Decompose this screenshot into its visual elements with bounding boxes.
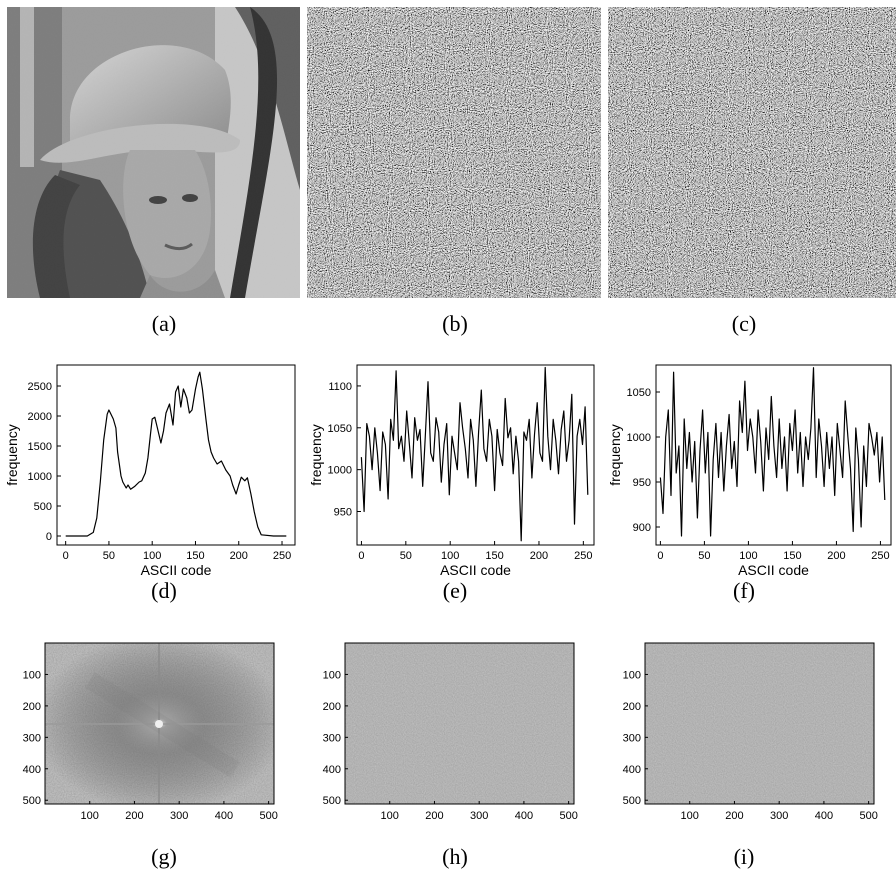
y-tick-label: 0 bbox=[46, 531, 52, 543]
captions: (a) (b) (c) (d) (e) (f) (g) (h) (i) bbox=[151, 311, 756, 869]
y-tick-label: 400 bbox=[623, 764, 641, 776]
x-tick-label: 150 bbox=[485, 550, 503, 562]
spectrum-heatmap-h: 100 200 300 400 500 100 200 300 400 500 bbox=[323, 642, 578, 822]
x-tick-label: 150 bbox=[186, 550, 204, 562]
y-tick-label: 300 bbox=[23, 732, 41, 744]
spectrum-heatmap-g: 100 200 300 400 500 100 200 300 400 500 bbox=[23, 642, 278, 822]
x-axis-label: ASCII code bbox=[440, 562, 511, 578]
histogram-chart-e: 0 50 100 150 200 250 950 1000 1050 1100 ASCII code… bbox=[308, 364, 595, 578]
histogram-chart-f: 0 50 100 150 200 250 900 950 1000 1050 ASCII code f… bbox=[607, 364, 892, 578]
caption-c: (c) bbox=[732, 311, 756, 336]
y-tick-label: 400 bbox=[323, 764, 341, 776]
x-tick-label: 200 bbox=[425, 810, 443, 822]
y-tick-label: 500 bbox=[34, 501, 52, 513]
caption-g: (g) bbox=[151, 844, 177, 869]
x-tick-label: 100 bbox=[739, 550, 757, 562]
caption-e: (e) bbox=[443, 578, 467, 603]
x-tick-label: 100 bbox=[81, 810, 99, 822]
x-tick-label: 250 bbox=[273, 550, 291, 562]
y-axis-label: frequency bbox=[308, 424, 324, 485]
noise-panel-c bbox=[608, 7, 896, 298]
x-tick-label: 50 bbox=[698, 550, 710, 562]
y-tick-label: 950 bbox=[633, 477, 651, 489]
y-tick-label: 1050 bbox=[328, 423, 352, 435]
caption-b: (b) bbox=[442, 311, 468, 336]
series-line bbox=[65, 371, 287, 537]
x-tick-label: 300 bbox=[170, 810, 188, 822]
x-tick-label: 400 bbox=[815, 810, 833, 822]
x-tick-label: 100 bbox=[681, 810, 699, 822]
x-tick-label: 50 bbox=[400, 550, 412, 562]
y-tick-label: 900 bbox=[633, 522, 651, 534]
x-tick-label: 200 bbox=[725, 810, 743, 822]
x-tick-label: 500 bbox=[259, 810, 277, 822]
plot-frame bbox=[56, 364, 296, 546]
x-tick-label: 0 bbox=[358, 550, 364, 562]
y-tick-label: 1000 bbox=[28, 471, 52, 483]
x-tick-label: 100 bbox=[441, 550, 459, 562]
x-tick-label: 50 bbox=[103, 550, 115, 562]
x-tick-label: 100 bbox=[381, 810, 399, 822]
heatmap-frame bbox=[44, 642, 275, 805]
y-tick-label: 500 bbox=[323, 795, 341, 807]
x-tick-label: 100 bbox=[143, 550, 161, 562]
y-tick-label: 200 bbox=[623, 701, 641, 713]
x-tick-label: 150 bbox=[783, 550, 801, 562]
heatmap-frame bbox=[644, 642, 875, 805]
x-axis-label: ASCII code bbox=[738, 562, 809, 578]
x-tick-label: 500 bbox=[559, 810, 577, 822]
caption-a: (a) bbox=[152, 311, 176, 336]
y-axis-label: frequency bbox=[607, 424, 623, 485]
y-tick-label: 500 bbox=[23, 795, 41, 807]
x-tick-label: 300 bbox=[770, 810, 788, 822]
y-tick-label: 1500 bbox=[28, 441, 52, 453]
photo-panel-a bbox=[7, 7, 300, 298]
y-tick-label: 950 bbox=[334, 507, 352, 519]
y-tick-label: 100 bbox=[23, 669, 41, 681]
y-tick-label: 300 bbox=[323, 732, 341, 744]
x-tick-label: 300 bbox=[470, 810, 488, 822]
caption-d: (d) bbox=[151, 578, 177, 603]
y-tick-label: 1100 bbox=[328, 381, 352, 393]
spectrum-heatmap-i: 100 200 300 400 500 100 200 300 400 500 bbox=[623, 642, 878, 822]
series-line bbox=[659, 367, 886, 537]
x-tick-label: 0 bbox=[657, 550, 663, 562]
x-tick-label: 500 bbox=[859, 810, 877, 822]
y-tick-label: 2500 bbox=[28, 381, 52, 393]
histogram-chart-d: 0 50 100 150 200 25005001000150020002500ASCII… bbox=[4, 364, 296, 578]
y-tick-label: 1000 bbox=[627, 432, 651, 444]
y-tick-label: 100 bbox=[623, 669, 641, 681]
x-tick-label: 250 bbox=[574, 550, 592, 562]
y-tick-label: 300 bbox=[623, 732, 641, 744]
x-tick-label: 200 bbox=[125, 810, 143, 822]
x-tick-label: 400 bbox=[215, 810, 233, 822]
series-line bbox=[360, 366, 589, 542]
y-tick-label: 400 bbox=[23, 764, 41, 776]
y-axis-label: frequency bbox=[4, 424, 20, 485]
noise-panel-b bbox=[307, 7, 601, 298]
x-tick-label: 200 bbox=[827, 550, 845, 562]
caption-i: (i) bbox=[734, 844, 755, 869]
plot-frame bbox=[356, 364, 595, 546]
y-tick-label: 1050 bbox=[627, 387, 651, 399]
x-tick-label: 400 bbox=[515, 810, 533, 822]
x-tick-label: 200 bbox=[230, 550, 248, 562]
y-tick-label: 100 bbox=[323, 669, 341, 681]
y-tick-label: 200 bbox=[23, 701, 41, 713]
heatmap-frame bbox=[344, 642, 575, 805]
caption-f: (f) bbox=[733, 578, 755, 603]
x-tick-label: 0 bbox=[63, 550, 69, 562]
x-axis-label: ASCII code bbox=[141, 562, 212, 578]
y-tick-label: 200 bbox=[323, 701, 341, 713]
caption-h: (h) bbox=[442, 844, 468, 869]
x-tick-label: 250 bbox=[871, 550, 889, 562]
plot-frame bbox=[655, 364, 892, 546]
x-tick-label: 200 bbox=[530, 550, 548, 562]
y-tick-label: 2000 bbox=[28, 411, 52, 423]
y-tick-label: 500 bbox=[623, 795, 641, 807]
y-tick-label: 1000 bbox=[328, 465, 352, 477]
